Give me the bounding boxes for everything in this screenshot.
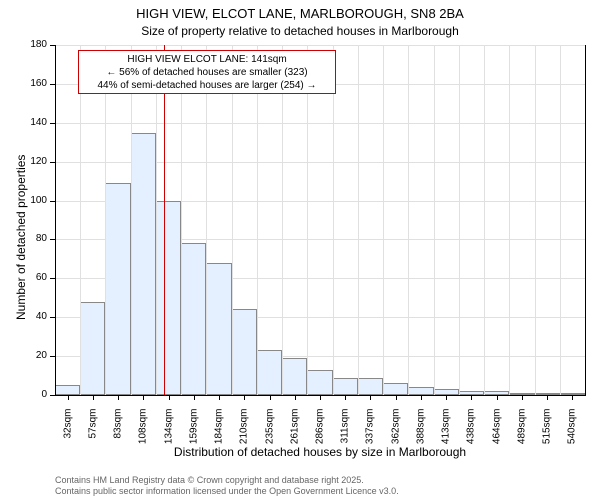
histogram-bar [333, 378, 358, 396]
annotation-line: 44% of semi-detached houses are larger (… [83, 79, 331, 92]
y-tick-label: 40 [23, 311, 47, 322]
x-axis [55, 395, 585, 396]
grid-line [55, 123, 585, 124]
x-tick-label: 489sqm [516, 409, 527, 449]
histogram-bar [156, 201, 181, 395]
grid-line [535, 45, 536, 395]
histogram-bar [232, 309, 257, 395]
histogram-bar [80, 302, 105, 395]
x-tick-label: 57sqm [87, 409, 98, 449]
grid-line [484, 45, 485, 395]
x-tick-label: 261sqm [289, 409, 300, 449]
histogram-bar [282, 358, 307, 395]
histogram-bar [55, 385, 80, 395]
property-marker-line [164, 45, 165, 395]
grid-line [55, 45, 585, 46]
x-tick-label: 413sqm [441, 409, 452, 449]
x-tick-label: 464sqm [491, 409, 502, 449]
annotation-box: HIGH VIEW ELCOT LANE: 141sqm← 56% of det… [78, 50, 336, 94]
chart-container: HIGH VIEW, ELCOT LANE, MARLBOROUGH, SN8 … [0, 0, 600, 500]
x-tick-label: 438sqm [466, 409, 477, 449]
grid-line [408, 45, 409, 395]
y-tick-label: 160 [23, 78, 47, 89]
y-tick-label: 0 [23, 389, 47, 400]
annotation-line: HIGH VIEW ELCOT LANE: 141sqm [83, 53, 331, 66]
grid-line [307, 45, 308, 395]
chart-subtitle: Size of property relative to detached ho… [0, 24, 600, 38]
grid-line [131, 45, 132, 395]
y-tick-label: 20 [23, 350, 47, 361]
y-axis [55, 45, 56, 395]
y-tick-label: 180 [23, 39, 47, 50]
y-tick-label: 80 [23, 233, 47, 244]
histogram-bar [257, 350, 282, 395]
y-tick-label: 100 [23, 195, 47, 206]
x-tick-label: 540sqm [567, 409, 578, 449]
footer-line: Contains HM Land Registry data © Crown c… [55, 475, 399, 487]
histogram-bar [105, 183, 130, 395]
grid-line [105, 45, 106, 395]
x-tick-label: 134sqm [163, 409, 174, 449]
annotation-line: ← 56% of detached houses are smaller (32… [83, 66, 331, 79]
grid-line [434, 45, 435, 395]
x-tick-label: 515sqm [542, 409, 553, 449]
grid-line [459, 45, 460, 395]
grid-line [232, 45, 233, 395]
histogram-bar [383, 383, 408, 395]
x-tick-label: 83sqm [113, 409, 124, 449]
grid-line [333, 45, 334, 395]
histogram-bar [408, 387, 433, 395]
x-tick-label: 108sqm [138, 409, 149, 449]
y-tick-label: 120 [23, 156, 47, 167]
grid-line [257, 45, 258, 395]
x-tick-label: 311sqm [340, 409, 351, 449]
grid-line [80, 45, 81, 395]
x-tick-label: 362sqm [390, 409, 401, 449]
x-tick-label: 286sqm [315, 409, 326, 449]
grid-line [383, 45, 384, 395]
grid-line [181, 45, 182, 395]
grid-line [560, 45, 561, 395]
x-tick-label: 337sqm [365, 409, 376, 449]
x-tick-label: 159sqm [188, 409, 199, 449]
grid-line [509, 45, 510, 395]
y-tick-label: 60 [23, 272, 47, 283]
grid-line [282, 45, 283, 395]
grid-line [206, 45, 207, 395]
y-tick-label: 140 [23, 117, 47, 128]
grid-line [156, 45, 157, 395]
histogram-bar [131, 133, 156, 396]
x-tick-label: 184sqm [214, 409, 225, 449]
histogram-bar [358, 378, 383, 396]
grid-line [358, 45, 359, 395]
chart-title: HIGH VIEW, ELCOT LANE, MARLBOROUGH, SN8 … [0, 6, 600, 21]
footer-line: Contains public sector information licen… [55, 486, 399, 498]
x-tick-label: 388sqm [415, 409, 426, 449]
footer-attribution: Contains HM Land Registry data © Crown c… [55, 475, 399, 498]
histogram-bar [307, 370, 332, 395]
x-tick-label: 210sqm [239, 409, 250, 449]
histogram-bar [181, 243, 206, 395]
histogram-bar [206, 263, 231, 395]
x-tick-label: 32sqm [62, 409, 73, 449]
x-tick-label: 235sqm [264, 409, 275, 449]
